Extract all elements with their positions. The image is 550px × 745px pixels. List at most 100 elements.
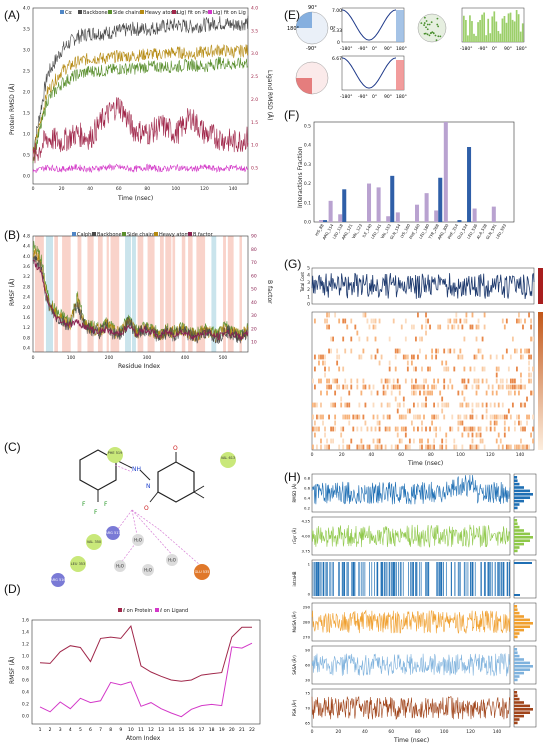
contact-cell — [374, 354, 377, 360]
contact-cell — [406, 354, 409, 360]
contact-cell — [413, 390, 415, 396]
torsion-hist-bar — [491, 16, 494, 42]
atom-label-o2: O — [144, 505, 149, 512]
contact-cell — [526, 420, 528, 426]
contact-cell — [493, 414, 496, 420]
torsion-dot — [428, 34, 431, 37]
contact-cell — [518, 420, 520, 426]
contact-cell — [330, 438, 332, 444]
contact-cell — [443, 402, 446, 408]
contact-cell — [485, 426, 488, 432]
contact-cell — [423, 414, 425, 420]
contact-cell — [330, 384, 332, 390]
bar-light-LEU_536 — [472, 208, 477, 222]
h-hist-bar — [514, 479, 518, 482]
contact-cell — [376, 390, 379, 396]
contact-cell — [312, 426, 314, 432]
contact-cell — [532, 390, 534, 396]
g-ytick-tick-5: 5 — [307, 266, 310, 272]
h-ytick-0-2: 0.6 — [304, 486, 311, 491]
contact-cell — [528, 354, 530, 360]
contact-cell — [509, 444, 512, 450]
a-ytick-tick-0: 0.0 — [23, 174, 30, 180]
contact-cell — [376, 444, 379, 450]
contact-cell — [320, 378, 322, 384]
b-ytick-tick-0: 0.4 — [23, 346, 30, 352]
contact-cell — [532, 438, 534, 444]
h-ylabel-2: intraHB — [292, 571, 297, 586]
contact-cell — [477, 444, 480, 450]
contact-cell — [388, 402, 391, 408]
chart-d: ℓ on Protein ℓ on Ligand 0.0 0.2 0.4 0.6 0.8… — [9, 608, 261, 742]
contact-cell — [435, 348, 438, 354]
svg-text:6.67: 6.67 — [332, 56, 342, 62]
contact-cell — [344, 414, 347, 420]
contact-cell — [356, 426, 359, 432]
contact-cell — [350, 384, 353, 390]
contact-cell — [408, 408, 411, 414]
contact-cell — [362, 384, 365, 390]
a-y2tick-tick-1: 1.0 — [251, 143, 258, 149]
torsion-hist-bar — [463, 15, 465, 42]
contact-cell — [314, 366, 316, 372]
torsion-hist-bar — [481, 14, 483, 43]
contact-cell — [471, 414, 474, 420]
h-plot-0 — [311, 473, 511, 513]
bar-dark-LEU_118 — [342, 189, 347, 222]
contact-cell — [344, 318, 347, 324]
contact-cell — [501, 384, 504, 390]
contact-cell — [314, 420, 316, 426]
b-y2tick-tick-0: 10 — [251, 340, 257, 346]
contact-cell — [522, 324, 524, 330]
contact-cell — [396, 378, 399, 384]
contact-cell — [427, 444, 429, 450]
h-hist-bar — [514, 714, 525, 718]
b-xtick-tick-0: 0 — [32, 355, 35, 361]
h-hist-bar — [514, 493, 533, 496]
a-y2tick-tick-4: 2.5 — [251, 74, 258, 80]
svg-text:0°: 0° — [372, 94, 377, 100]
colorbar-top — [538, 268, 543, 304]
contact-cell — [421, 402, 423, 408]
contact-cell — [394, 396, 397, 402]
chart-a-y2label: Ligand RMSD (Å) — [266, 70, 273, 120]
contact-cell — [477, 426, 480, 432]
bar-light-ARG_114 — [328, 200, 333, 222]
contact-cell — [394, 384, 397, 390]
contact-cell — [461, 354, 464, 360]
contact-cell — [469, 414, 472, 420]
e-sine2 — [342, 57, 396, 89]
contact-cell — [396, 384, 399, 390]
contact-cell — [475, 402, 478, 408]
b-y2tick-tick-6: 70 — [251, 260, 257, 266]
h-hist-bar — [514, 496, 531, 499]
h-hist-bar — [514, 628, 525, 632]
b-ytick-tick-7: 3.2 — [23, 274, 30, 280]
contact-cell — [396, 426, 399, 432]
contact-cell — [467, 378, 470, 384]
contact-cell — [378, 420, 381, 426]
h-hist-bar — [514, 721, 518, 725]
h-hist-bar — [514, 675, 520, 678]
contact-cell — [509, 354, 512, 360]
contact-cell — [336, 378, 339, 384]
d-xtick-4: 5 — [79, 727, 82, 733]
h-xtick-tick-5: 100 — [440, 729, 449, 735]
contact-cell — [346, 402, 349, 408]
d-xtick-17: 18 — [209, 727, 215, 733]
contact-cell — [326, 324, 328, 330]
contact-cell — [415, 384, 417, 390]
contact-cell — [465, 312, 468, 318]
contact-cell — [528, 366, 530, 372]
h-ylabel-0: RMSD (Å) — [292, 483, 297, 502]
contact-cell — [497, 366, 500, 372]
d-xtick-6: 7 — [99, 727, 102, 733]
contact-cell — [382, 414, 385, 420]
panel-label-h: (H) — [284, 470, 301, 484]
a-ytick-tick-7: 3.5 — [23, 27, 30, 33]
contact-cell — [425, 354, 427, 360]
contact-cell — [421, 324, 423, 330]
series-a-liglig — [32, 163, 249, 174]
contact-cell — [433, 438, 435, 444]
contact-cell — [388, 426, 391, 432]
